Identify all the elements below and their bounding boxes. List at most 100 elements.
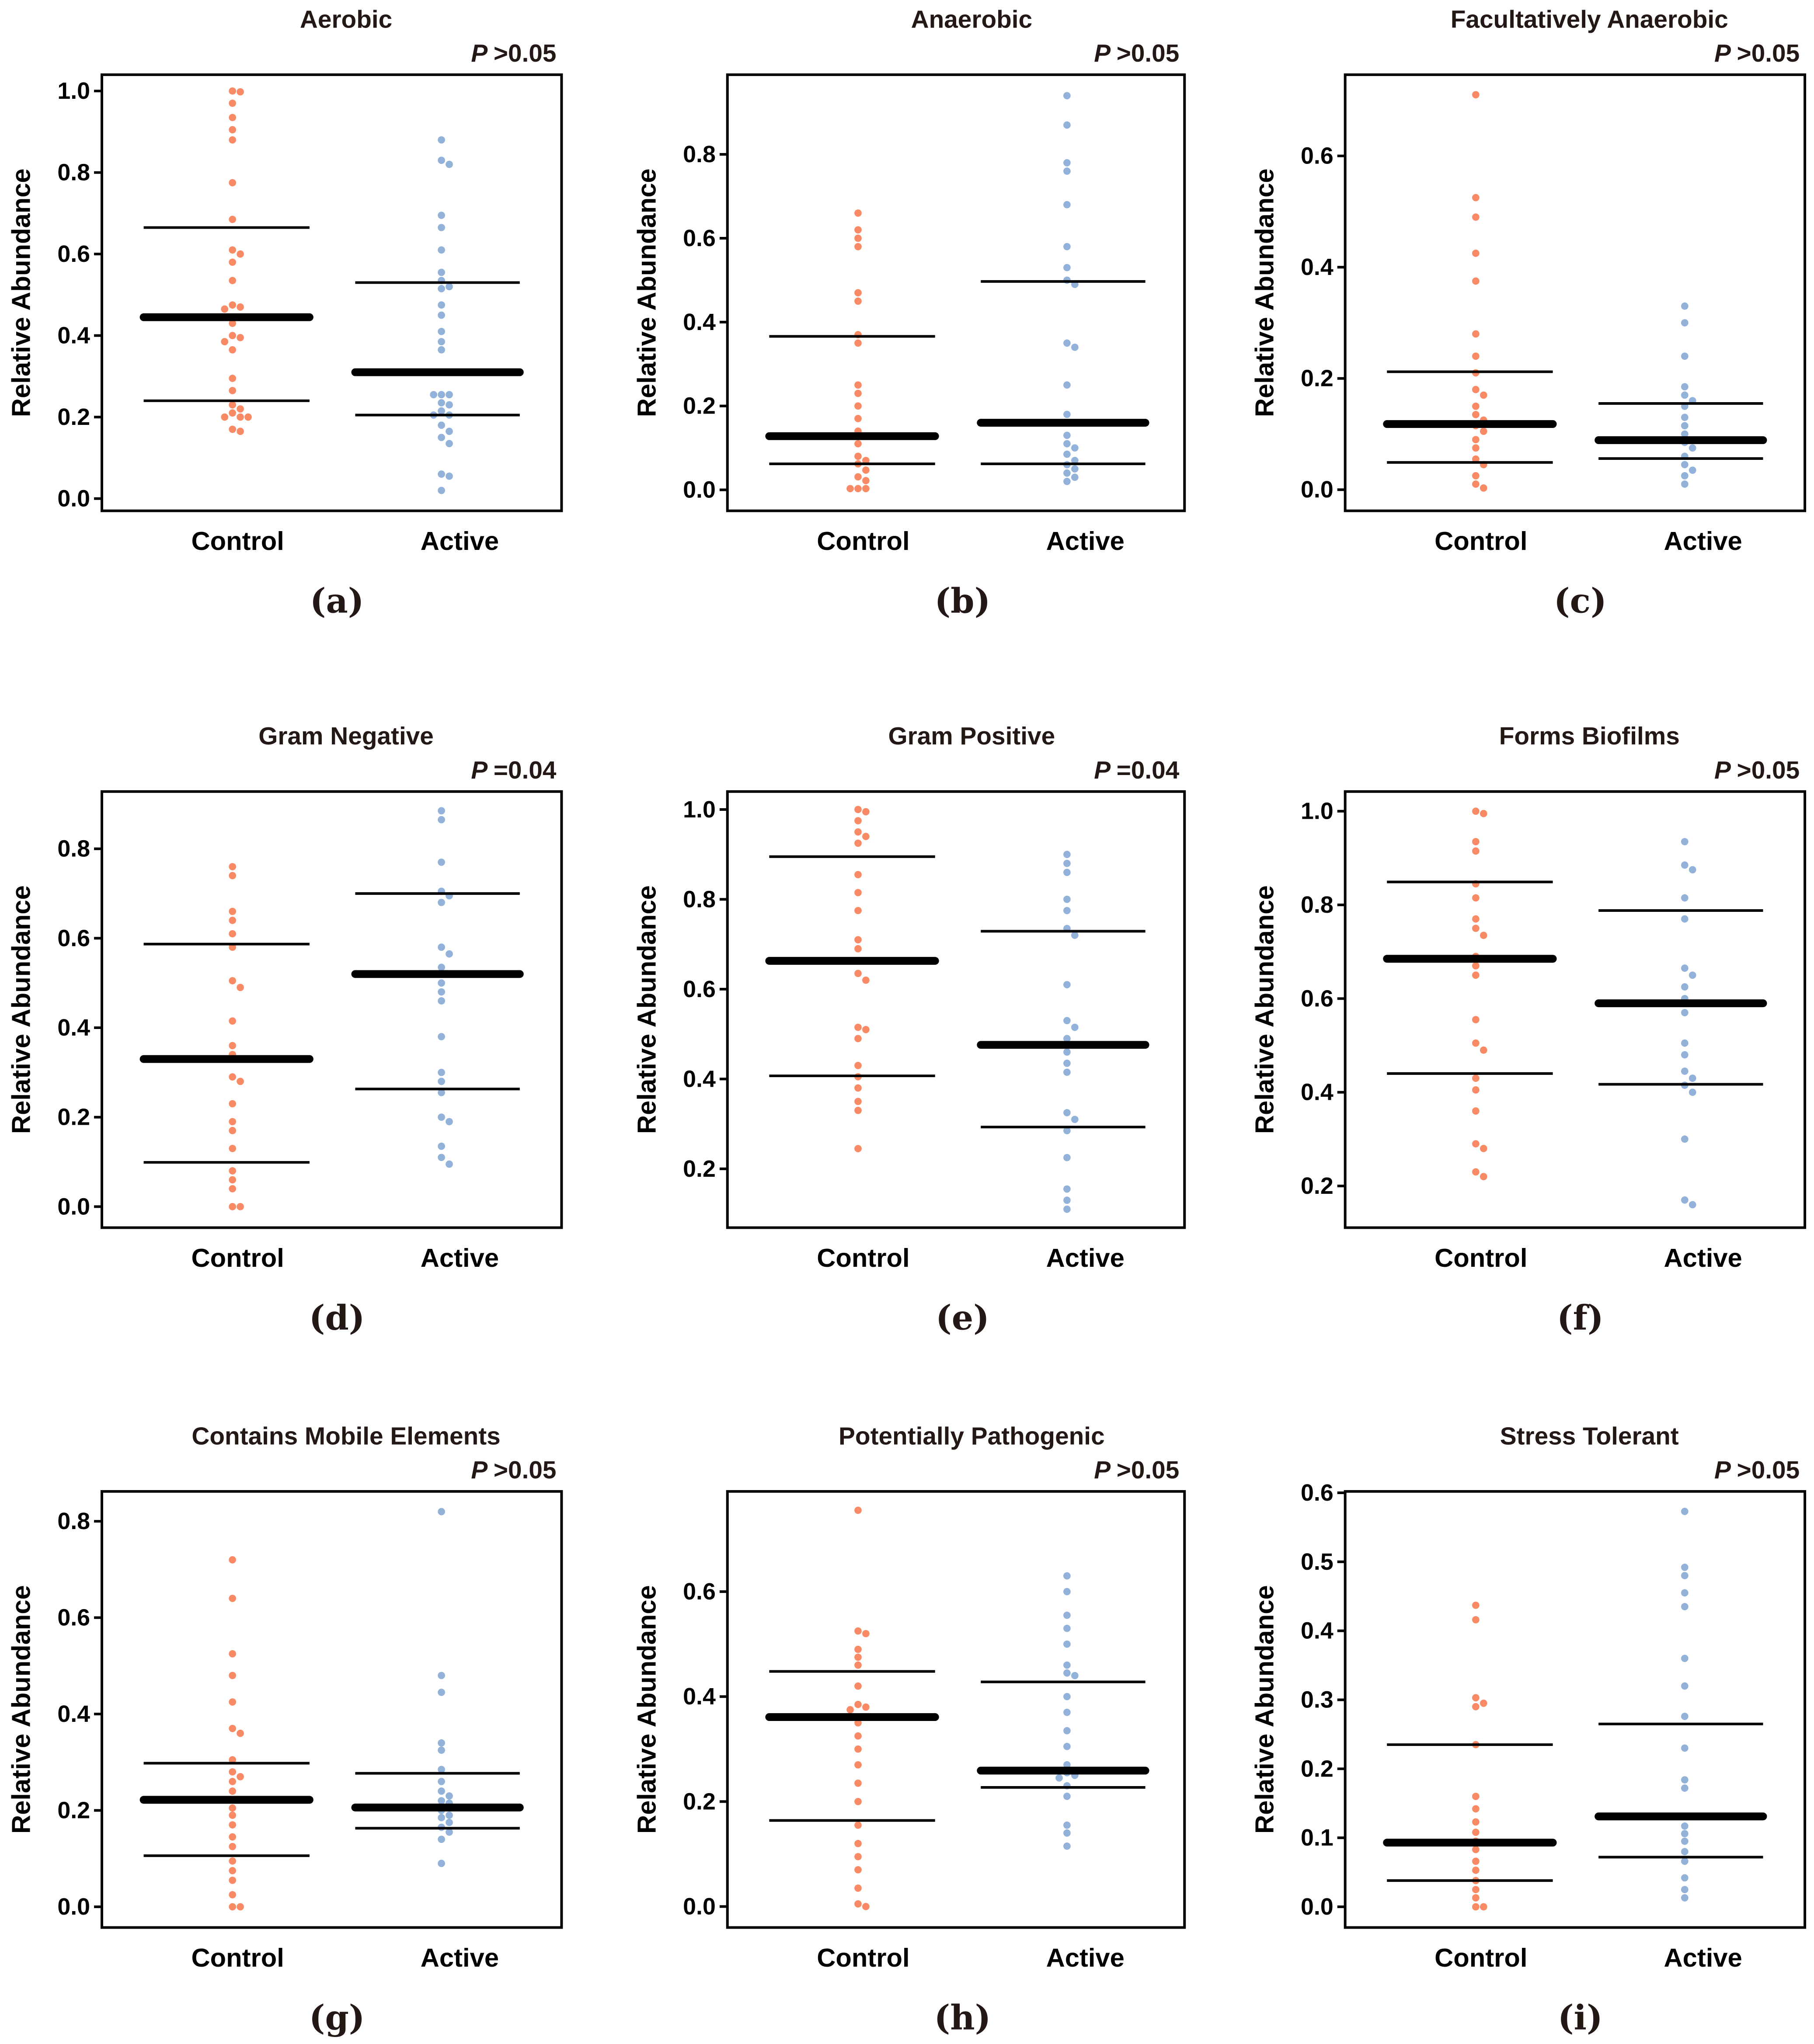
active-data-point bbox=[1681, 472, 1689, 480]
control-data-point bbox=[1472, 1903, 1480, 1911]
control-data-point bbox=[854, 1098, 862, 1105]
y-axis-label: Relative Abundance bbox=[632, 885, 661, 1134]
active-data-point bbox=[1681, 983, 1689, 991]
active-data-point bbox=[446, 401, 453, 409]
panel-a: Aerobic P >0.05 0.0 0.2 0.4 0.6 0.8 1.0 Relative… bbox=[7, 6, 563, 621]
control-data-point bbox=[1472, 455, 1480, 463]
control-data-point bbox=[229, 1698, 237, 1706]
control-data-point bbox=[229, 863, 237, 871]
panel-title: Gram Positive bbox=[888, 723, 1055, 750]
control-data-point bbox=[1480, 1046, 1487, 1054]
control-data-point bbox=[229, 1017, 237, 1025]
y-tick-label: 0.5 bbox=[1301, 1549, 1334, 1575]
active-data-point bbox=[1063, 381, 1071, 389]
active-data-point bbox=[438, 997, 445, 1005]
active-data-point bbox=[1063, 1048, 1071, 1056]
active-data-point bbox=[1063, 869, 1071, 876]
y-tick-label: 0.2 bbox=[683, 1788, 716, 1815]
control-data-point bbox=[1472, 444, 1480, 452]
control-data-point bbox=[1472, 411, 1480, 418]
control-data-point bbox=[1472, 847, 1480, 855]
control-data-point bbox=[237, 413, 244, 421]
control-data-point bbox=[229, 425, 237, 433]
control-data-point bbox=[1472, 807, 1480, 815]
active-data-point bbox=[438, 988, 445, 996]
control-data-point bbox=[221, 305, 229, 313]
control-data-point bbox=[854, 297, 862, 305]
control-data-point bbox=[1480, 1700, 1487, 1707]
active-data-point bbox=[1071, 344, 1079, 351]
control-data-point bbox=[854, 1035, 862, 1043]
p-value-label: P =0.04 bbox=[1094, 757, 1180, 784]
active-data-point bbox=[446, 1160, 453, 1168]
active-data-point bbox=[446, 1811, 453, 1819]
y-tick-label: 0.8 bbox=[57, 160, 90, 186]
active-data-point bbox=[1063, 896, 1071, 903]
control-data-point bbox=[1472, 971, 1480, 979]
control-data-point bbox=[854, 381, 862, 389]
active-data-point bbox=[438, 859, 445, 866]
active-data-point bbox=[1063, 1109, 1071, 1116]
control-data-point bbox=[1472, 1793, 1480, 1800]
active-data-point bbox=[1681, 1784, 1689, 1792]
control-data-point bbox=[1472, 1601, 1480, 1609]
control-data-point bbox=[854, 1779, 862, 1787]
control-data-point bbox=[229, 346, 237, 354]
active-data-point bbox=[438, 1508, 445, 1516]
control-data-point bbox=[1472, 1694, 1480, 1702]
active-data-point bbox=[1681, 352, 1689, 360]
active-data-point bbox=[1681, 1564, 1689, 1571]
active-data-point bbox=[1681, 1744, 1689, 1752]
panel-label: (i) bbox=[1558, 1998, 1603, 2038]
active-data-point bbox=[1071, 444, 1079, 452]
control-data-point bbox=[229, 917, 237, 924]
x-category-label: Control bbox=[1434, 526, 1527, 556]
active-data-point bbox=[1063, 1727, 1071, 1735]
control-data-point bbox=[854, 945, 862, 952]
active-data-point bbox=[1063, 1693, 1071, 1700]
active-data-point bbox=[1681, 1196, 1689, 1204]
plot-frame bbox=[1344, 790, 1807, 1229]
control-data-point bbox=[854, 1645, 862, 1653]
active-data-point bbox=[1681, 1713, 1689, 1720]
control-data-point bbox=[854, 1084, 862, 1092]
p-value-label: P >0.05 bbox=[1094, 1457, 1179, 1484]
control-data-point bbox=[229, 1185, 237, 1192]
control-data-point bbox=[1472, 352, 1480, 360]
control-data-point bbox=[229, 409, 237, 417]
y-tick-label: 0.6 bbox=[57, 1605, 90, 1631]
active-data-point bbox=[1681, 1589, 1689, 1597]
y-tick-label: 0.3 bbox=[1301, 1686, 1334, 1713]
control-data-point bbox=[854, 209, 862, 217]
active-data-point bbox=[438, 391, 445, 399]
x-category-label: Active bbox=[421, 526, 499, 556]
control-data-point bbox=[1472, 480, 1480, 488]
y-tick-label: 0.2 bbox=[57, 404, 90, 430]
control-data-point bbox=[229, 387, 237, 394]
control-data-point bbox=[854, 1745, 862, 1753]
control-data-point bbox=[237, 88, 244, 96]
control-data-point bbox=[854, 828, 862, 836]
control-data-point bbox=[846, 485, 854, 493]
active-data-point bbox=[438, 285, 445, 292]
y-tick-label: 0.0 bbox=[57, 486, 90, 512]
control-data-point bbox=[229, 277, 237, 285]
active-data-point bbox=[438, 136, 445, 144]
active-data-point bbox=[1681, 319, 1689, 327]
control-data-point bbox=[229, 1556, 237, 1564]
control-data-point bbox=[229, 1144, 237, 1152]
control-data-point bbox=[862, 477, 870, 484]
y-tick-label: 0.6 bbox=[57, 925, 90, 951]
control-data-point bbox=[1472, 1039, 1480, 1047]
control-data-point bbox=[1472, 1168, 1480, 1176]
control-data-point bbox=[229, 1203, 237, 1210]
control-data-point bbox=[229, 1127, 237, 1134]
panel-title: Aerobic bbox=[300, 6, 392, 33]
control-data-point bbox=[854, 1732, 862, 1740]
active-data-point bbox=[438, 1835, 445, 1843]
active-data-point bbox=[1681, 414, 1689, 421]
active-data-point bbox=[1681, 1009, 1689, 1016]
control-data-point bbox=[229, 1804, 237, 1812]
control-data-point bbox=[237, 984, 244, 991]
active-data-point bbox=[1681, 302, 1689, 310]
